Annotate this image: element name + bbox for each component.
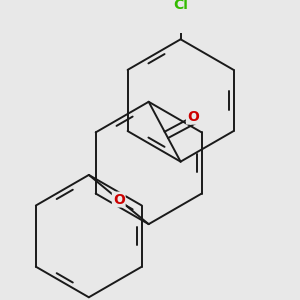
Text: Cl: Cl [173, 0, 188, 12]
Text: O: O [187, 110, 199, 124]
Text: O: O [113, 193, 125, 206]
